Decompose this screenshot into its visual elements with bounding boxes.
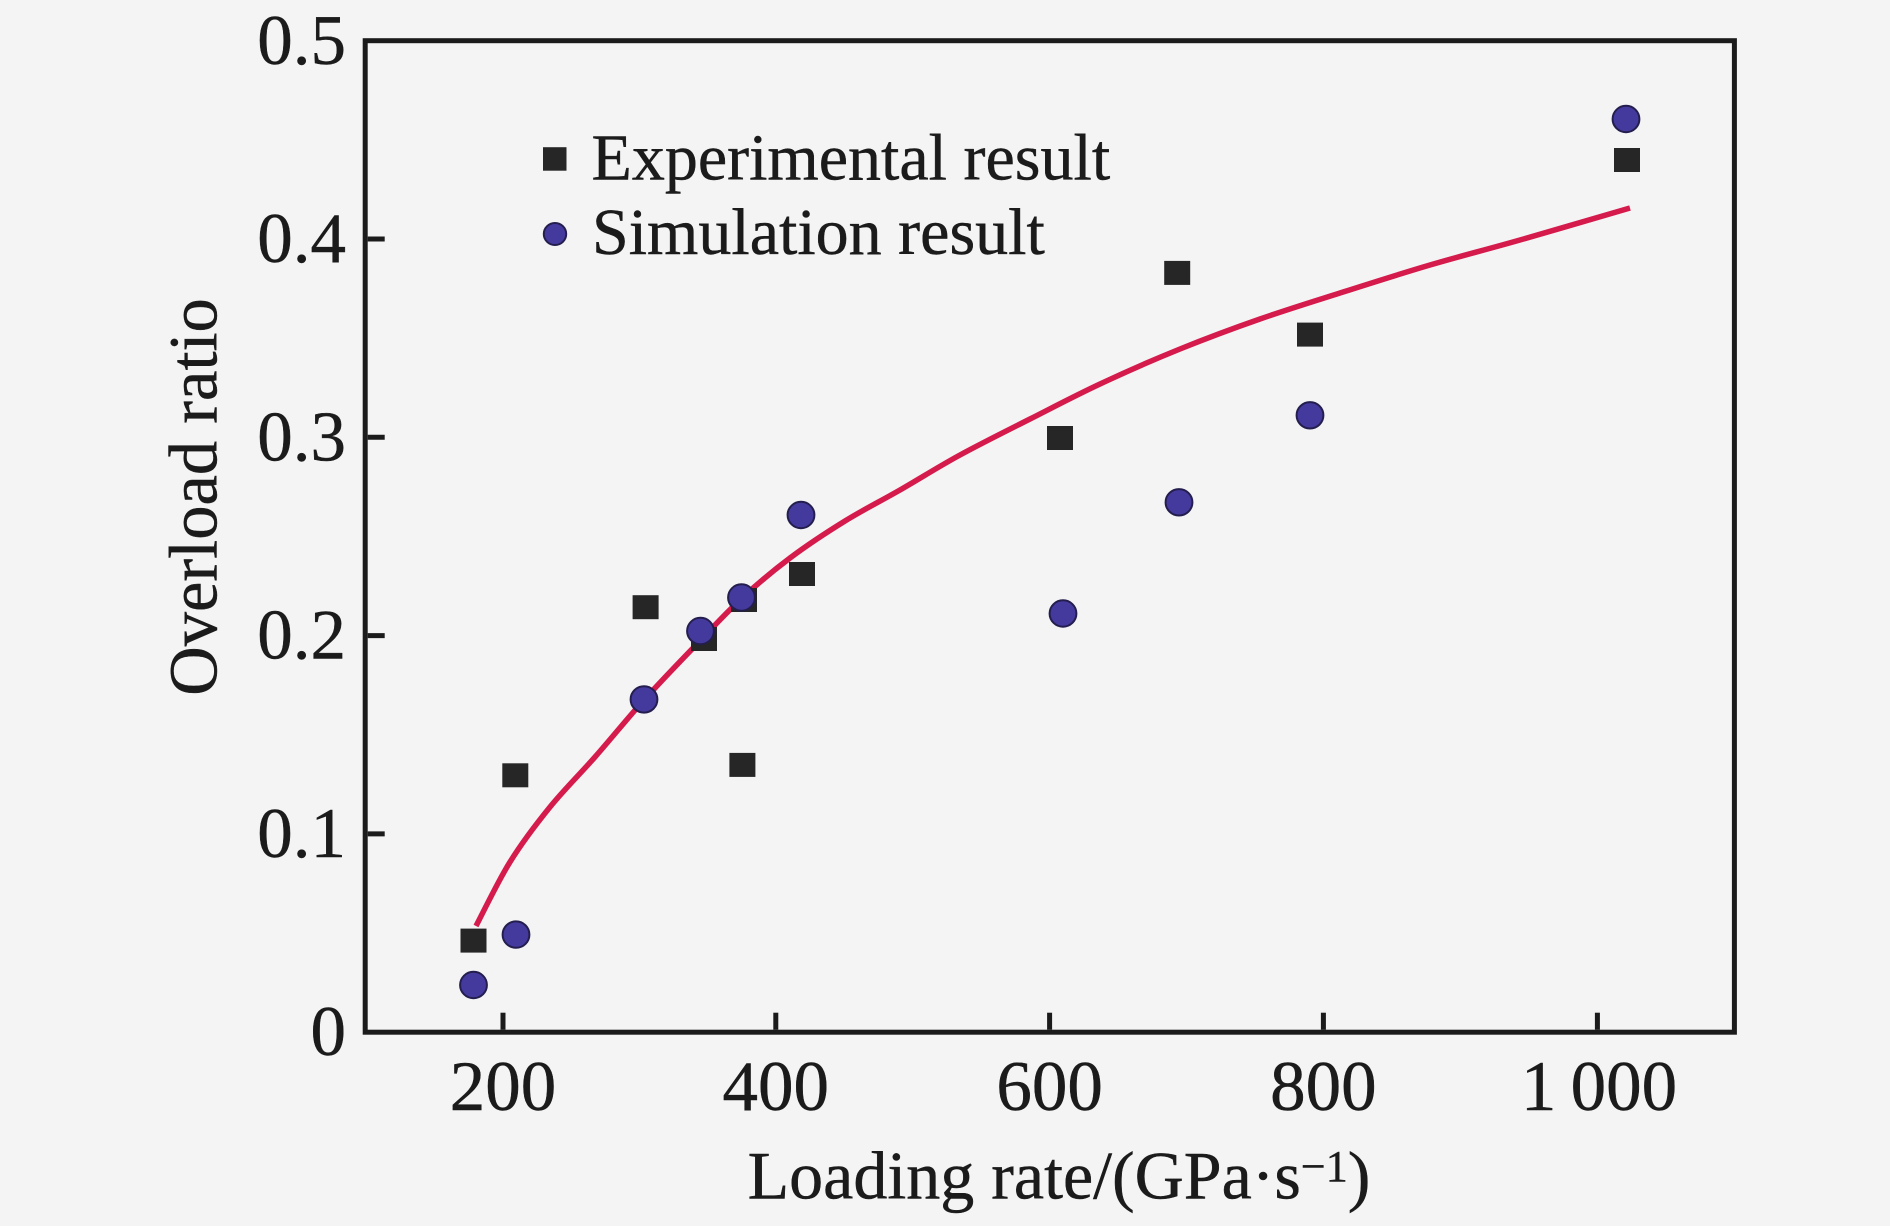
svg-text:0: 0	[311, 993, 347, 1071]
svg-text:Experimental result: Experimental result	[592, 122, 1111, 195]
svg-text:800: 800	[1270, 1048, 1377, 1126]
svg-text:0.1: 0.1	[257, 795, 346, 873]
svg-text:0.5: 0.5	[257, 2, 346, 80]
svg-text:600: 600	[996, 1048, 1103, 1126]
svg-text:Overload ratio: Overload ratio	[156, 298, 232, 696]
svg-text:0.3: 0.3	[257, 398, 346, 476]
svg-text:0.2: 0.2	[257, 597, 346, 675]
svg-text:Simulation result: Simulation result	[592, 196, 1045, 269]
svg-text:200: 200	[450, 1048, 557, 1126]
svg-text:400: 400	[723, 1048, 830, 1126]
svg-text:1 000: 1 000	[1521, 1048, 1677, 1126]
svg-text:Loading rate/(GPa·s−1): Loading rate/(GPa·s−1)	[748, 1138, 1371, 1214]
svg-text:0.4: 0.4	[257, 200, 346, 278]
